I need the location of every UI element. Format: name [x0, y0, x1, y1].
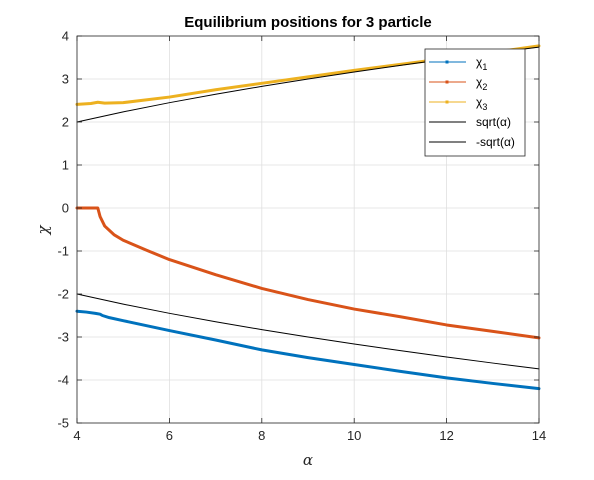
- y-tick-label: 0: [62, 201, 69, 216]
- y-tick-label: 2: [62, 115, 69, 130]
- legend-label-text: χ: [476, 75, 483, 89]
- series-line-1: [75, 309, 541, 391]
- chart-title: Equilibrium positions for 3 particle: [184, 14, 432, 31]
- legend-label-2: χ2: [476, 75, 487, 92]
- legend-marker-3: [445, 100, 449, 104]
- x-axis-label: α: [303, 451, 313, 469]
- x-tick-label: 14: [532, 428, 546, 443]
- legend-label-5: -sqrt(α): [476, 135, 515, 149]
- legend-label-subscript: 2: [482, 82, 487, 92]
- legend-label-text: sqrt(α): [476, 115, 511, 129]
- x-tick-label: 12: [439, 428, 453, 443]
- y-tick-label: 4: [62, 29, 69, 44]
- series-line-5: [76, 293, 540, 370]
- x-tick-label: 8: [258, 428, 265, 443]
- axes-box: [76, 35, 540, 424]
- ticks: [76, 35, 540, 424]
- legend-marker-1: [445, 60, 449, 64]
- y-tick-label: -5: [57, 416, 69, 431]
- y-tick-label: 1: [62, 158, 69, 173]
- y-tick-label: -2: [57, 287, 69, 302]
- legend-label-subscript: 1: [482, 62, 487, 72]
- y-axis-label: χ: [34, 225, 52, 236]
- y-tick-label: -4: [57, 373, 69, 388]
- x-tick-label: 6: [166, 428, 173, 443]
- y-tick-label: -1: [57, 244, 69, 259]
- series-line-2: [75, 206, 541, 340]
- y-tick-label: 3: [62, 72, 69, 87]
- legend-label-3: χ3: [476, 95, 487, 112]
- y-tick-label: -3: [57, 330, 69, 345]
- x-tick-label: 4: [73, 428, 80, 443]
- legend-marker-2: [445, 80, 449, 84]
- legend-label-text: -sqrt(α): [476, 135, 515, 149]
- legend-label-text: χ: [476, 95, 483, 109]
- legend-label-1: χ1: [476, 55, 487, 72]
- legend-label-4: sqrt(α): [476, 115, 511, 129]
- legend-label-text: χ: [476, 55, 483, 69]
- legend-label-subscript: 3: [482, 102, 487, 112]
- x-tick-label: 10: [347, 428, 361, 443]
